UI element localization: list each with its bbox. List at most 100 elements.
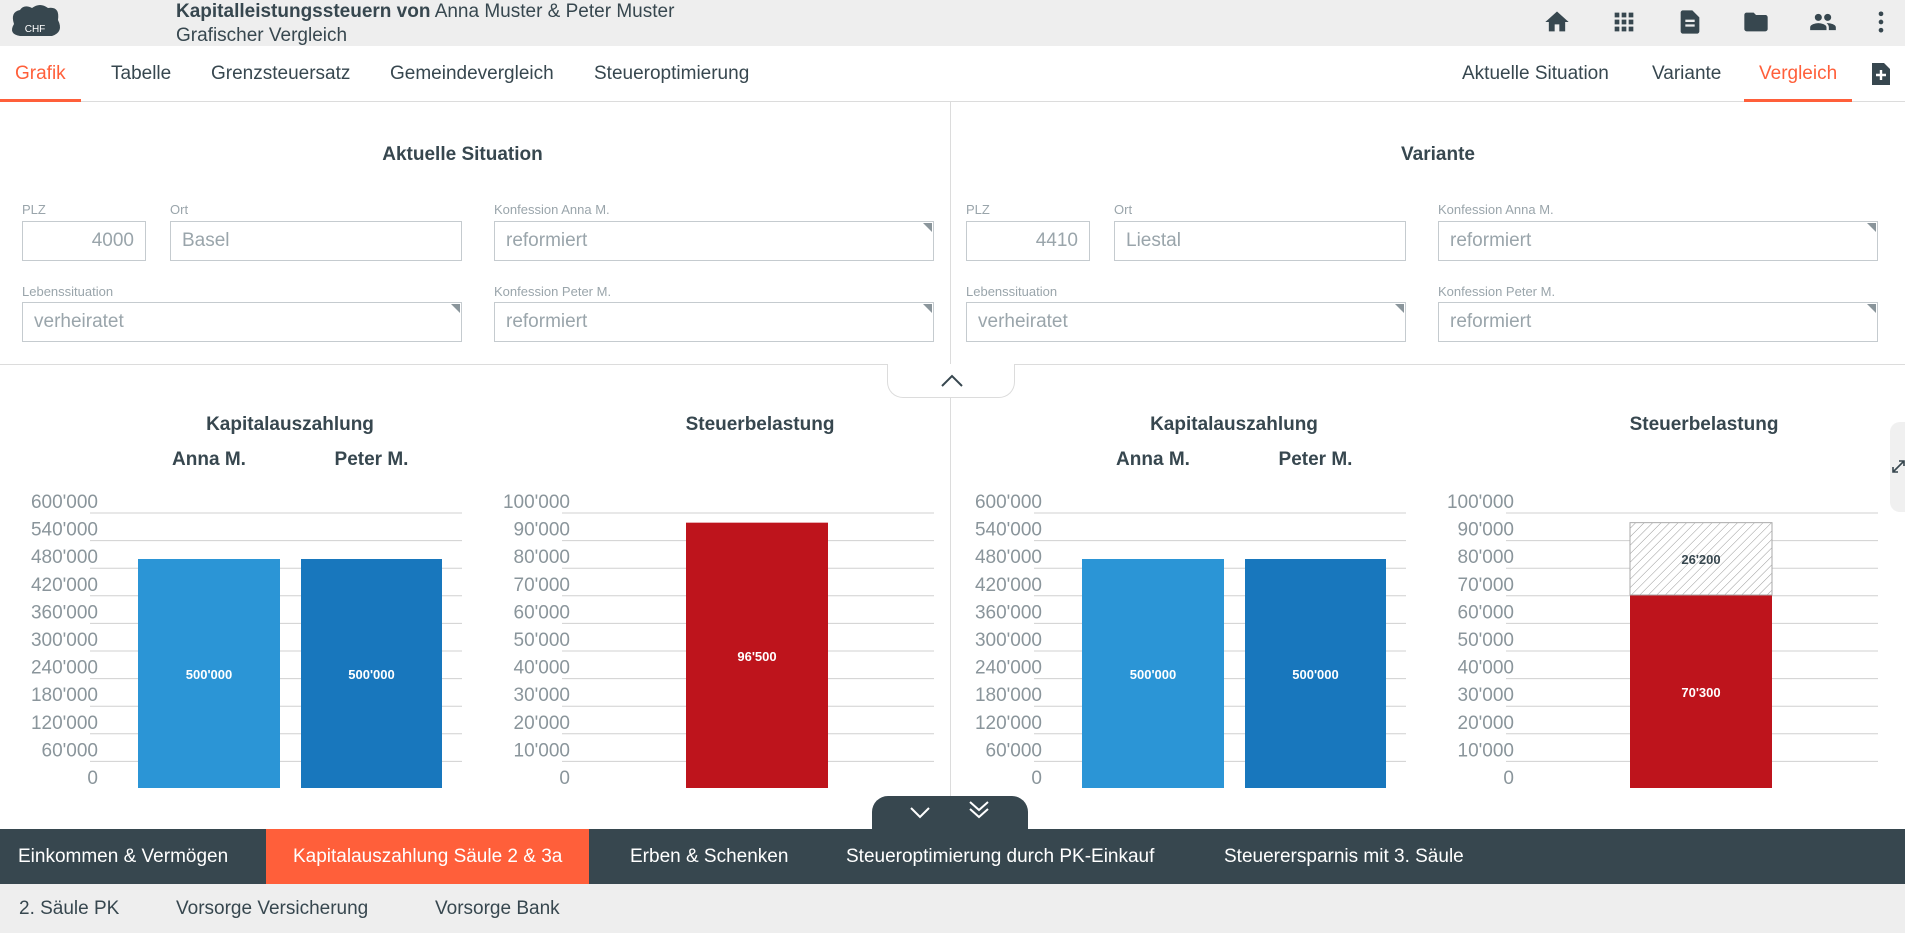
konfession-anna-select[interactable]: reformiert [494, 221, 934, 261]
collapse-form-button[interactable] [887, 364, 1015, 398]
y-tick-label: 360'000 [31, 602, 98, 623]
expand-section-handle[interactable] [872, 796, 1028, 830]
subnav-vorsorge-bank[interactable]: Vorsorge Bank [435, 898, 560, 919]
chf-logo-icon[interactable]: CHF [6, 2, 64, 40]
people-icon[interactable] [1809, 8, 1837, 36]
chart-category-label: Peter M. [1278, 449, 1353, 470]
lebenssituation-select[interactable]: verheiratet [22, 302, 462, 342]
y-tick-label: 600'000 [975, 492, 1042, 513]
y-tick-label: 80'000 [514, 547, 570, 568]
ort-field[interactable]: Liestal [1114, 221, 1406, 261]
y-tick-label: 60'000 [1458, 602, 1514, 623]
folder-icon[interactable] [1742, 8, 1770, 36]
bar-anna [1082, 559, 1224, 788]
y-tick-label: 0 [1503, 768, 1514, 788]
plz-field[interactable]: 4410 [966, 221, 1090, 261]
y-tick-label: 70'000 [1458, 575, 1514, 596]
chart-title: Kapitalauszahlung [1150, 414, 1318, 435]
chart-category-label: Anna M. [1116, 449, 1190, 470]
bar-value-label: 500'000 [1292, 667, 1338, 682]
home-icon[interactable] [1543, 8, 1571, 36]
y-tick-label: 420'000 [975, 575, 1042, 596]
right-panel-title: Variante [1401, 144, 1475, 165]
nav-erben-schenken[interactable]: Erben & Schenken [630, 846, 789, 867]
y-tick-label: 480'000 [975, 547, 1042, 568]
subnav-vorsorge-versicherung[interactable]: Vorsorge Versicherung [176, 898, 369, 919]
ort-label: Ort [170, 202, 189, 217]
ort-label: Ort [1114, 202, 1133, 217]
y-tick-label: 70'000 [514, 575, 570, 596]
add-document-icon[interactable] [1870, 62, 1892, 86]
konfession-anna-label: Konfession Anna M. [1438, 202, 1554, 217]
bar-value-label: 500'000 [186, 667, 232, 682]
steuerbelastung-chart-aktuell: 0 10'000 20'000 30'000 40'000 50'000 60'000 70'… [503, 492, 934, 788]
page-subtitle: Grafischer Vergleich [176, 25, 348, 46]
y-tick-label: 360'000 [975, 602, 1042, 623]
tab-aktuelle-situation[interactable]: Aktuelle Situation [1462, 63, 1609, 84]
app-header: CHF Kapitalleistungssteuern von Anna Mus… [0, 0, 1905, 46]
lebenssituation-label: Lebenssituation [22, 284, 114, 299]
kapitalauszahlung-chart-aktuell: 0 60'000 120'000 180'000 240'000 300'000 360'0… [31, 492, 462, 788]
chart-title: Steuerbelastung [1629, 414, 1779, 435]
nav-pk-einkauf[interactable]: Steueroptimierung durch PK-Einkauf [846, 846, 1155, 867]
konfession-peter-select[interactable]: reformiert [1438, 302, 1878, 342]
plz-field[interactable]: 4000 [22, 221, 146, 261]
bar-tax-savings [1630, 522, 1772, 595]
expand-icon [1892, 460, 1905, 473]
title-names: Anna Muster & Peter Muster [434, 1, 675, 22]
double-chevron-down-icon[interactable] [967, 800, 991, 820]
tab-tabelle[interactable]: Tabelle [111, 63, 172, 84]
y-tick-label: 100'000 [503, 492, 570, 513]
konfession-anna-select[interactable]: reformiert [1438, 221, 1878, 261]
bar-savings-outline [1629, 522, 1773, 596]
y-tick-label: 600'000 [31, 492, 98, 513]
nav-steuerersparnis[interactable]: Steuerersparnis mit 3. Säule [1224, 846, 1464, 867]
bar-peter [1245, 559, 1386, 788]
tab-grafik[interactable]: Grafik [0, 46, 81, 102]
ort-field[interactable]: Basel [170, 221, 462, 261]
sub-nav: 2. Säule PK Vorsorge Versicherung Vorsor… [0, 884, 1905, 933]
y-tick-label: 10'000 [1458, 740, 1514, 761]
tab-vergleich[interactable]: Vergleich [1743, 46, 1853, 102]
chart-title: Kapitalauszahlung [206, 414, 374, 435]
tab-gemeindevergleich[interactable]: Gemeindevergleich [390, 63, 554, 84]
y-tick-label: 60'000 [42, 740, 98, 761]
expand-side-handle[interactable] [1890, 422, 1905, 512]
y-tick-label: 240'000 [31, 658, 98, 679]
more-vertical-icon[interactable] [1867, 8, 1895, 36]
chevron-up-icon [941, 374, 963, 387]
chart-category-label: Peter M. [334, 449, 409, 470]
page-title: Kapitalleistungssteuern von Anna Muster … [176, 0, 674, 48]
y-tick-label: 240'000 [975, 658, 1042, 679]
bar-anna [138, 559, 280, 788]
logo-text: CHF [25, 24, 46, 35]
y-tick-label: 180'000 [31, 685, 98, 706]
y-tick-label: 50'000 [514, 630, 570, 651]
title-bold: Kapitalleistungssteuern von [176, 1, 431, 22]
module-nav: Einkommen & Vermögen Kapitalauszahlung S… [0, 829, 1905, 884]
nav-einkommen-vermoegen[interactable]: Einkommen & Vermögen [18, 846, 229, 867]
chart-title: Steuerbelastung [685, 414, 835, 435]
plz-label: PLZ [966, 202, 990, 217]
chart-category-label: Anna M. [172, 449, 246, 470]
y-tick-label: 60'000 [514, 602, 570, 623]
nav-kapitalauszahlung[interactable]: Kapitalauszahlung Säule 2 & 3a [266, 829, 590, 884]
apps-grid-icon[interactable] [1610, 8, 1638, 36]
subnav-saeule-pk[interactable]: 2. Säule PK [19, 898, 120, 919]
chevron-down-icon[interactable] [908, 804, 932, 820]
document-icon[interactable] [1676, 8, 1704, 36]
tab-grenzsteuersatz[interactable]: Grenzsteuersatz [211, 63, 351, 84]
y-tick-label: 540'000 [31, 520, 98, 541]
lebenssituation-select[interactable]: verheiratet [966, 302, 1406, 342]
bar-value-label: 500'000 [1130, 667, 1176, 682]
y-tick-label: 480'000 [31, 547, 98, 568]
y-tick-label: 180'000 [975, 685, 1042, 706]
bar-tax [686, 522, 828, 788]
y-tick-label: 120'000 [975, 713, 1042, 734]
y-tick-label: 50'000 [1458, 630, 1514, 651]
konfession-peter-select[interactable]: reformiert [494, 302, 934, 342]
tab-steueroptimierung[interactable]: Steueroptimierung [594, 63, 750, 84]
y-tick-label: 420'000 [31, 575, 98, 596]
tab-variante[interactable]: Variante [1652, 63, 1722, 84]
y-tick-label: 300'000 [31, 630, 98, 651]
